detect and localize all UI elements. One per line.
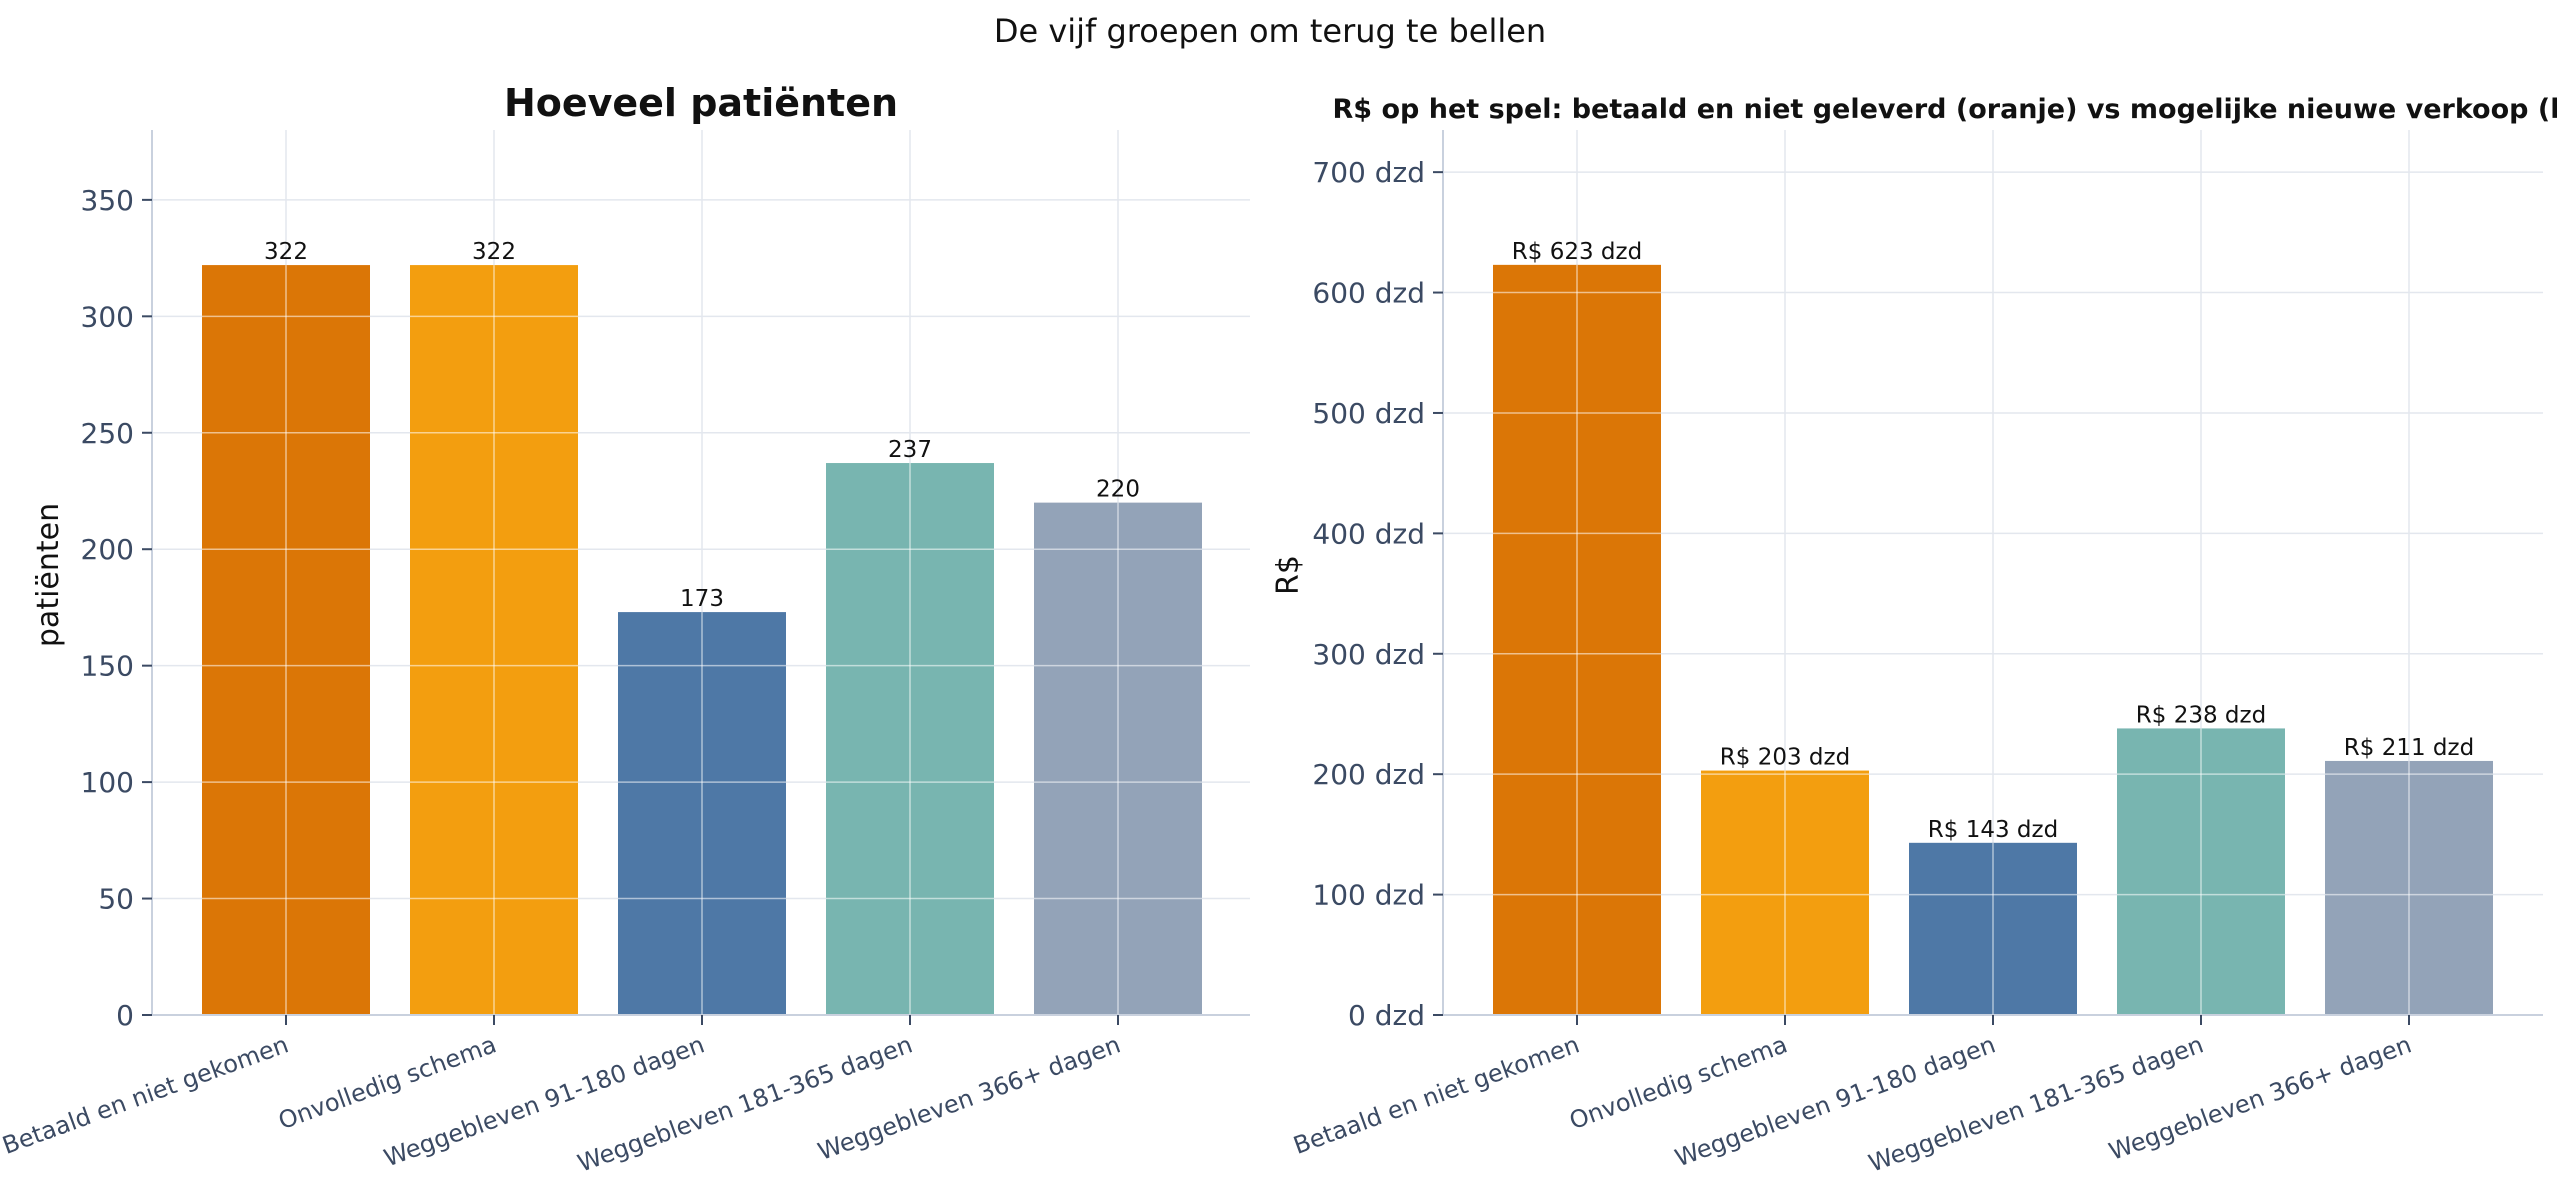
data-label: 322: [472, 239, 516, 265]
y-tick-label: 350: [81, 184, 134, 217]
figure-suptitle: De vijf groepen om terug te bellen: [994, 12, 1546, 50]
x-tick-label: Betaald en niet gekomen: [1290, 1030, 1583, 1160]
y-tick-label: 400 dzd: [1312, 517, 1425, 550]
y-tick-label: 200 dzd: [1312, 758, 1425, 791]
data-label: R$ 238 dzd: [2136, 702, 2266, 728]
y-tick-label: 500 dzd: [1312, 397, 1425, 430]
chart-title: Hoeveel patiënten: [504, 81, 898, 125]
y-tick-label: 0 dzd: [1348, 999, 1425, 1032]
y-tick-label: 100: [81, 766, 134, 799]
y-tick-label: 250: [81, 417, 134, 450]
y-tick-label: 700 dzd: [1312, 156, 1425, 189]
y-tick-label: 300: [81, 300, 134, 333]
y-tick-label: 0: [116, 999, 134, 1032]
x-tick-label: Weggebleven 181-365 dagen: [1865, 1030, 2207, 1177]
y-tick-label: 100 dzd: [1312, 879, 1425, 912]
data-label: 173: [680, 586, 724, 612]
chart-panel-patients: 322 322 173 237 220 0 50 100 150 200 250 300 350 Beta…: [0, 81, 1250, 1178]
data-label: 220: [1096, 477, 1140, 503]
data-label: R$ 623 dzd: [1512, 239, 1642, 265]
data-label: R$ 203 dzd: [1720, 745, 1850, 771]
y-tick-label: 200: [81, 533, 134, 566]
y-tick-label: 300 dzd: [1312, 638, 1425, 671]
y-axis-label: R$: [1271, 555, 1306, 595]
x-tick-label: Weggebleven 181-365 dagen: [574, 1030, 916, 1177]
y-tick-label: 600 dzd: [1312, 277, 1425, 310]
x-tick-label: Betaald en niet gekomen: [0, 1030, 292, 1160]
data-label: 322: [264, 239, 308, 265]
chart-panel-revenue: R$ 623 dzd R$ 203 dzd R$ 143 dzd R$ 238 dzd…: [1271, 94, 2557, 1178]
y-axis-label: patiënten: [31, 503, 66, 647]
chart-title: R$ op het spel: betaald en niet geleverd…: [1332, 94, 2557, 125]
data-label: R$ 211 dzd: [2344, 735, 2474, 761]
y-tick-label: 150: [81, 650, 134, 683]
data-label: 237: [888, 437, 932, 463]
data-label: R$ 143 dzd: [1928, 817, 2058, 843]
y-tick-label: 50: [98, 883, 134, 916]
